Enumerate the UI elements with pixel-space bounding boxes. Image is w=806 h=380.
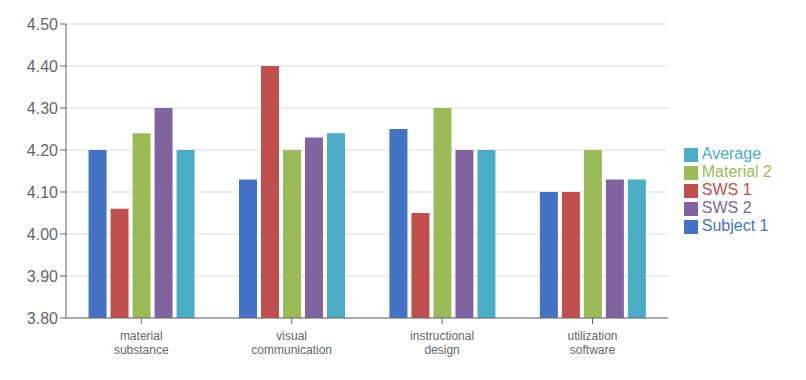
svg-text:4.10: 4.10	[27, 184, 58, 201]
html-text:Subject 1: Subject 1	[701, 217, 769, 234]
html-text:Average: Average	[701, 145, 762, 162]
html-text:SWS 1: SWS 1	[701, 181, 752, 198]
html-text:SWS 2: SWS 2	[701, 199, 752, 216]
svg-text:4.00: 4.00	[27, 226, 58, 243]
svg-text:4.50: 4.50	[27, 16, 58, 33]
svg-text:instructionaldesign: instructionaldesign	[410, 329, 474, 357]
svg-text:3.80: 3.80	[27, 310, 58, 327]
svg-text:4.30: 4.30	[27, 100, 58, 117]
svg-text:3.90: 3.90	[27, 268, 58, 285]
svg-text:4.40: 4.40	[27, 58, 58, 75]
svg-text:materialsubstance: materialsubstance	[114, 329, 169, 357]
svg-text:utilizationsoftware: utilizationsoftware	[568, 329, 618, 357]
html-text:Material 2: Material 2	[701, 163, 772, 180]
svg-text:4.20: 4.20	[27, 142, 58, 159]
svg-text:visualcommunication: visualcommunication	[251, 329, 332, 357]
